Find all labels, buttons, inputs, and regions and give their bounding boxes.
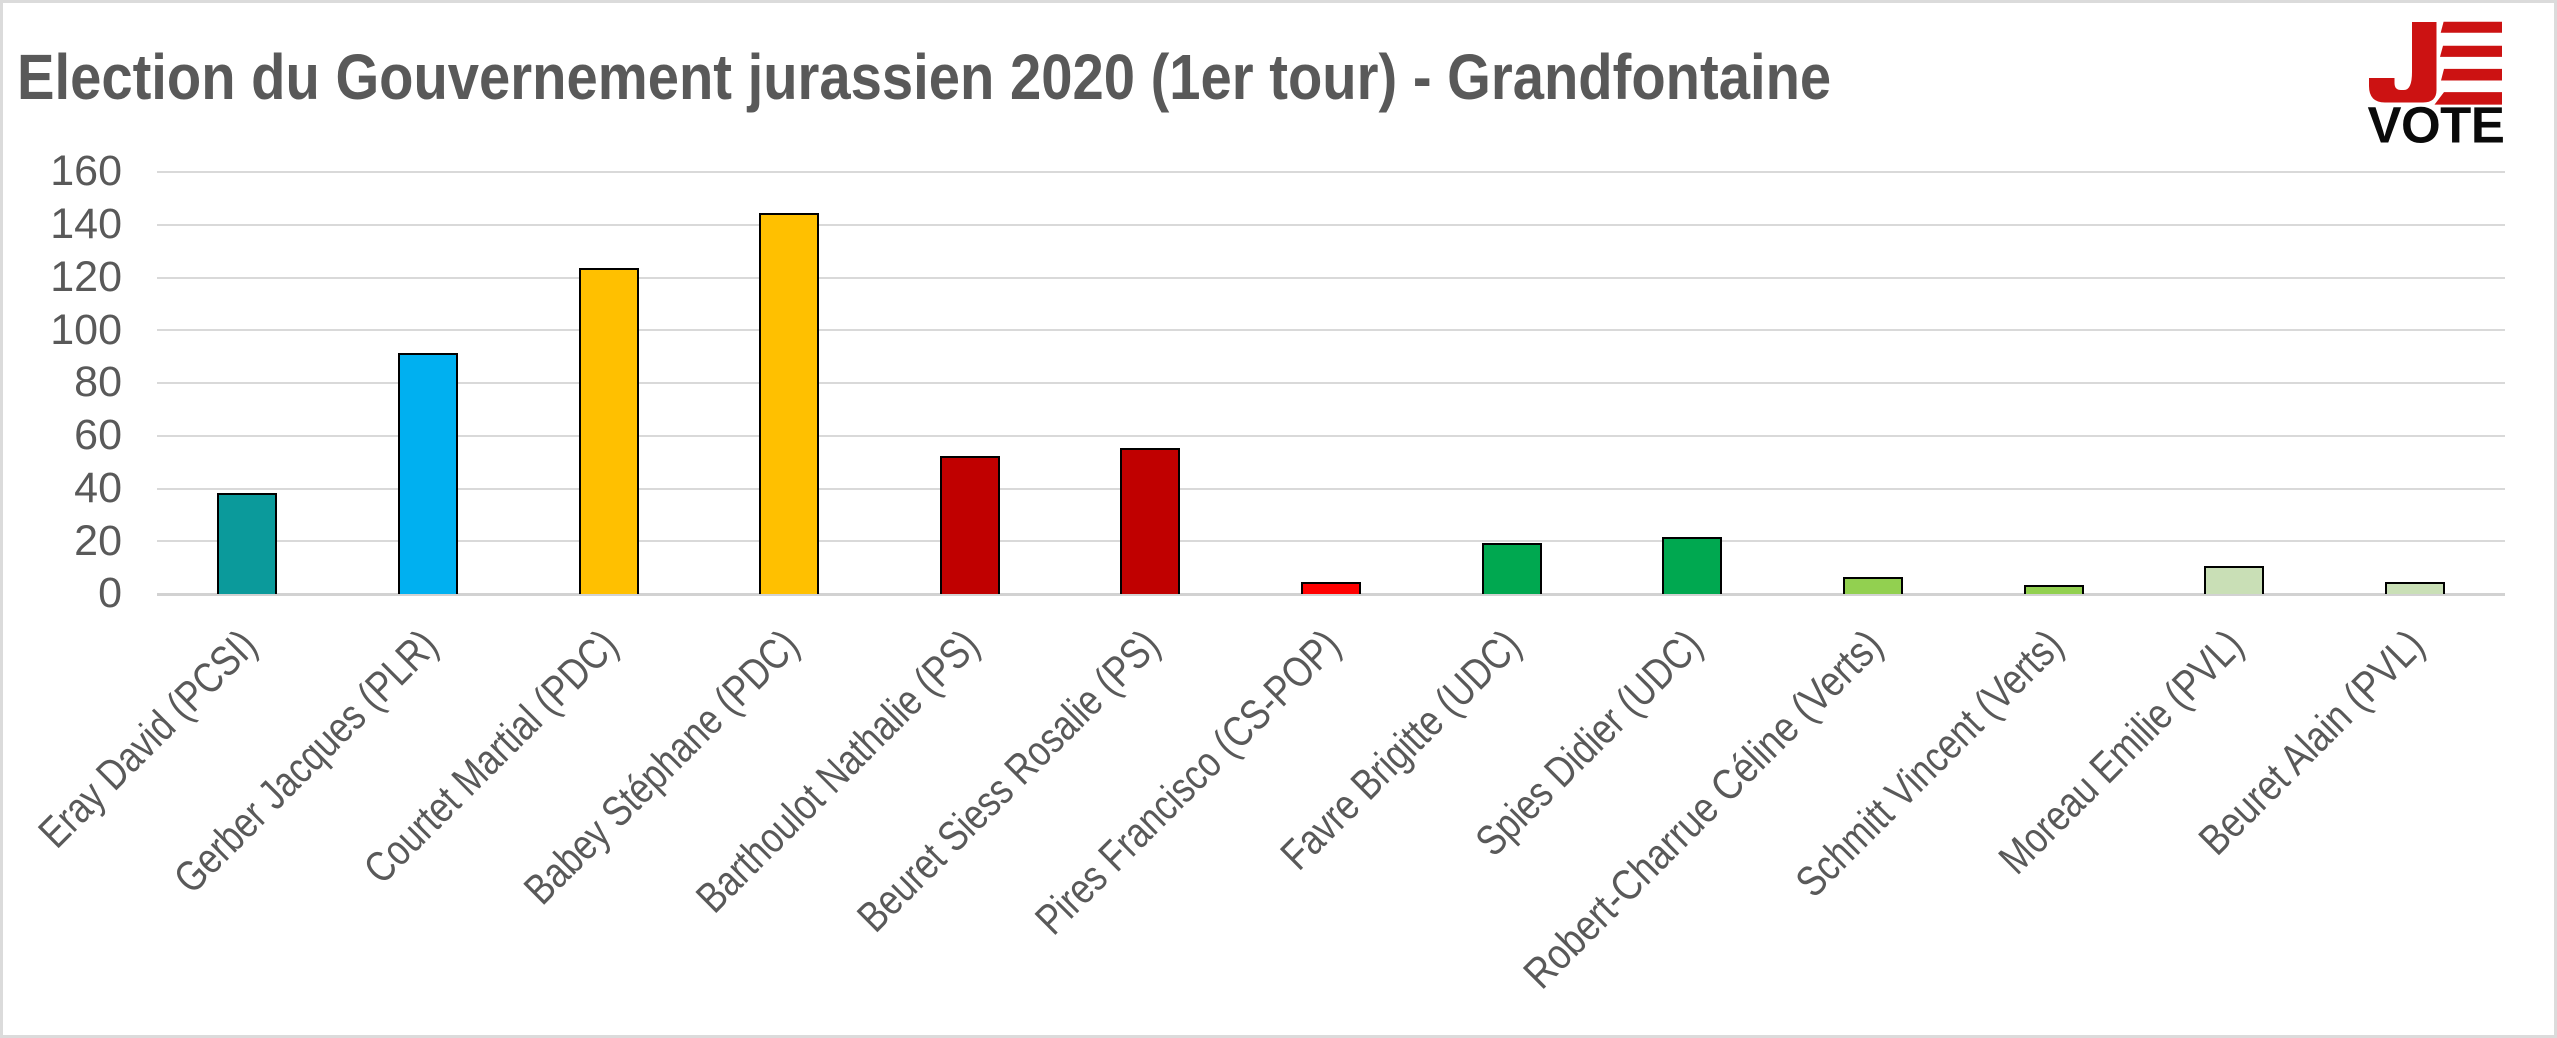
svg-text:VOTE: VOTE	[2368, 96, 2505, 153]
